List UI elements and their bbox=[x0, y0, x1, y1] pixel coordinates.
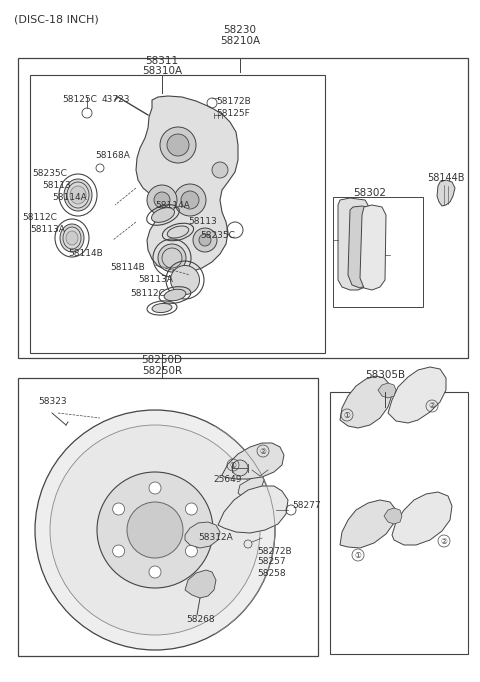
Circle shape bbox=[113, 503, 125, 515]
Text: 58114A: 58114A bbox=[155, 201, 190, 209]
Polygon shape bbox=[340, 500, 396, 548]
Text: ②: ② bbox=[260, 447, 266, 456]
Text: 58268: 58268 bbox=[187, 615, 216, 625]
Circle shape bbox=[35, 410, 275, 650]
Circle shape bbox=[212, 162, 228, 178]
Text: ①: ① bbox=[355, 550, 361, 559]
Polygon shape bbox=[392, 492, 452, 545]
Ellipse shape bbox=[60, 224, 84, 252]
Polygon shape bbox=[338, 198, 368, 290]
Text: 58302: 58302 bbox=[353, 188, 386, 198]
Circle shape bbox=[193, 228, 217, 252]
Circle shape bbox=[127, 502, 183, 558]
Ellipse shape bbox=[70, 186, 86, 204]
Polygon shape bbox=[340, 376, 392, 428]
Polygon shape bbox=[238, 472, 264, 498]
Text: 58112C: 58112C bbox=[22, 213, 57, 222]
Circle shape bbox=[113, 545, 125, 557]
Text: 58277: 58277 bbox=[292, 501, 321, 509]
Ellipse shape bbox=[66, 231, 78, 245]
Text: 58210A: 58210A bbox=[220, 36, 260, 46]
Circle shape bbox=[181, 191, 199, 209]
Circle shape bbox=[160, 127, 196, 163]
Circle shape bbox=[154, 192, 170, 208]
Text: ②: ② bbox=[441, 537, 447, 546]
Text: 58257: 58257 bbox=[257, 557, 286, 567]
Text: 58310A: 58310A bbox=[142, 66, 182, 76]
Text: 58114B: 58114B bbox=[68, 250, 103, 258]
Text: 58114A: 58114A bbox=[52, 194, 87, 203]
Text: 58112C: 58112C bbox=[131, 288, 166, 297]
Text: 58168A: 58168A bbox=[95, 151, 130, 160]
Text: 58172B: 58172B bbox=[216, 96, 251, 106]
Text: 58250D: 58250D bbox=[142, 355, 182, 365]
Ellipse shape bbox=[64, 179, 92, 211]
Text: ①: ① bbox=[344, 411, 350, 419]
Text: 58125C: 58125C bbox=[62, 95, 97, 104]
Text: 58323: 58323 bbox=[38, 398, 67, 406]
Text: 58312A: 58312A bbox=[198, 533, 233, 542]
Circle shape bbox=[167, 134, 189, 156]
Ellipse shape bbox=[167, 226, 189, 238]
Text: 58250R: 58250R bbox=[142, 366, 182, 376]
Polygon shape bbox=[360, 205, 386, 290]
Text: 58144B: 58144B bbox=[427, 173, 465, 183]
Text: 58272B: 58272B bbox=[257, 546, 292, 556]
Text: 58258: 58258 bbox=[257, 569, 286, 578]
Circle shape bbox=[185, 503, 197, 515]
Ellipse shape bbox=[164, 289, 186, 301]
Text: 58311: 58311 bbox=[145, 56, 179, 66]
Circle shape bbox=[174, 184, 206, 216]
Polygon shape bbox=[378, 383, 396, 398]
Circle shape bbox=[149, 566, 161, 578]
Ellipse shape bbox=[152, 303, 172, 312]
Text: 58235C: 58235C bbox=[200, 231, 235, 239]
Text: 58125F: 58125F bbox=[216, 108, 250, 117]
Bar bbox=[30, 75, 325, 353]
Bar bbox=[18, 58, 468, 358]
Polygon shape bbox=[348, 206, 375, 288]
Polygon shape bbox=[185, 570, 216, 598]
Polygon shape bbox=[388, 367, 446, 423]
Circle shape bbox=[185, 545, 197, 557]
Text: 58113A: 58113A bbox=[138, 276, 173, 284]
Text: ②: ② bbox=[429, 402, 435, 411]
Text: ①: ① bbox=[229, 460, 237, 469]
Text: 58113: 58113 bbox=[188, 218, 217, 226]
Circle shape bbox=[149, 482, 161, 494]
Text: 58113A: 58113A bbox=[30, 226, 65, 235]
Text: 25649: 25649 bbox=[213, 475, 241, 484]
Polygon shape bbox=[185, 522, 220, 548]
Bar bbox=[18, 378, 318, 656]
Text: 58305B: 58305B bbox=[365, 370, 405, 380]
Polygon shape bbox=[437, 180, 455, 206]
Text: 58235C: 58235C bbox=[32, 170, 67, 179]
Text: 58113: 58113 bbox=[42, 181, 71, 190]
Polygon shape bbox=[136, 96, 238, 273]
Ellipse shape bbox=[152, 207, 175, 222]
Polygon shape bbox=[222, 443, 284, 479]
Text: 58230: 58230 bbox=[224, 25, 256, 35]
Circle shape bbox=[97, 472, 213, 588]
Text: 43723: 43723 bbox=[102, 95, 131, 104]
Circle shape bbox=[199, 234, 211, 246]
Text: 58114B: 58114B bbox=[110, 263, 145, 271]
Circle shape bbox=[147, 185, 177, 215]
Polygon shape bbox=[384, 508, 402, 524]
Circle shape bbox=[232, 460, 248, 476]
Polygon shape bbox=[218, 486, 288, 533]
Bar bbox=[333, 197, 423, 307]
Circle shape bbox=[50, 425, 260, 635]
Ellipse shape bbox=[158, 244, 186, 272]
Text: (DISC-18 INCH): (DISC-18 INCH) bbox=[14, 14, 99, 24]
Ellipse shape bbox=[170, 265, 200, 295]
Bar bbox=[330, 392, 468, 654]
